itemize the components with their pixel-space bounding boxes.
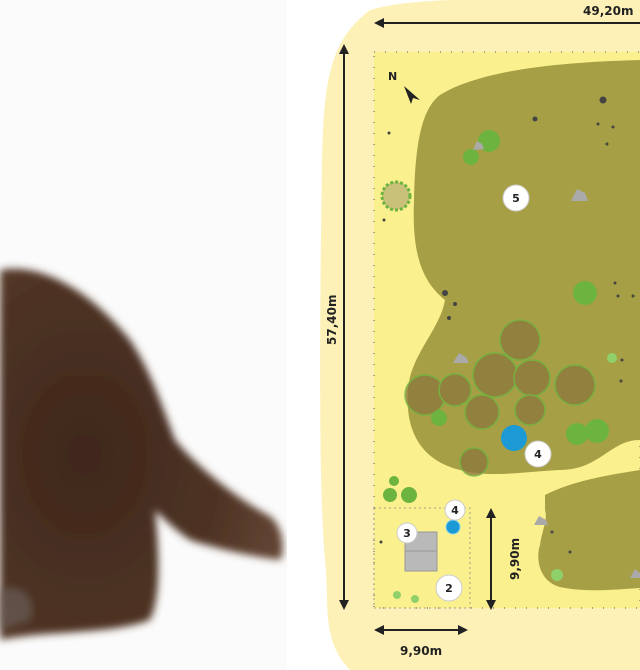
tree-cluster xyxy=(380,130,617,603)
marker-3: 3 xyxy=(396,522,418,544)
svg-text:5: 5 xyxy=(512,192,520,205)
marker-4: 4 xyxy=(524,440,552,468)
rock-icon xyxy=(534,516,548,525)
marker-4-plot: 4 xyxy=(444,499,466,521)
kitten-photo xyxy=(0,0,287,670)
north-label: N xyxy=(388,70,397,83)
marker-5: 5 xyxy=(502,184,530,212)
svg-text:4: 4 xyxy=(451,504,459,517)
rock-icon xyxy=(473,141,484,150)
rock-icon xyxy=(453,353,469,363)
vegetation-zone-lower xyxy=(538,470,640,591)
north-arrow-icon xyxy=(404,86,420,104)
kitten-body xyxy=(0,268,283,640)
rock-icon xyxy=(571,189,588,201)
marker-2: 2 xyxy=(435,574,463,602)
plot-height-dimension: 9,90m xyxy=(508,538,522,580)
svg-text:2: 2 xyxy=(445,582,453,595)
svg-text:3: 3 xyxy=(403,527,411,540)
plot-width-dimension: 9,90m xyxy=(400,644,442,658)
small-plot xyxy=(373,507,471,609)
rock-icon xyxy=(630,569,640,578)
small-pond xyxy=(445,519,461,535)
svg-text:4: 4 xyxy=(534,448,542,461)
height-dimension: 57,40m xyxy=(325,295,339,345)
site-plan: N 49,20m 57,40m 9,90m 9,90m 5 4 4 3 2 xyxy=(287,0,640,670)
width-dimension: 49,20m xyxy=(583,4,633,18)
pond xyxy=(501,425,527,451)
